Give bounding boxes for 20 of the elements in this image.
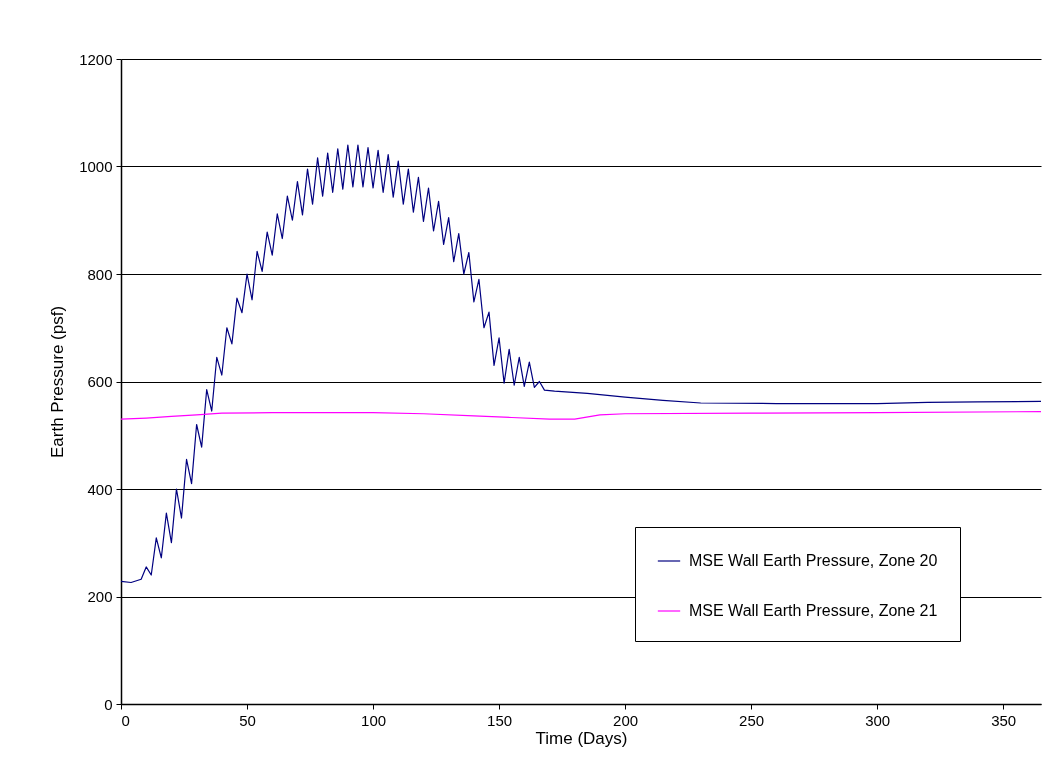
y-tick-label: 0: [104, 695, 113, 713]
x-tick-label: 350: [991, 711, 1017, 729]
y-tick-label: 1200: [79, 50, 113, 68]
x-tick-label: 200: [613, 711, 639, 729]
x-tick-label: 150: [487, 711, 513, 729]
legend-label: MSE Wall Earth Pressure, Zone 20: [689, 552, 938, 569]
y-tick-label: 1000: [79, 158, 113, 175]
x-axis-title: Time (Days): [535, 728, 628, 748]
y-axis-title: Earth Pressure (psf): [48, 305, 68, 459]
x-tick-label: 250: [739, 711, 765, 729]
x-tick-label: 300: [865, 711, 891, 729]
line-series: [121, 411, 1041, 420]
x-tick-label: 100: [361, 711, 387, 729]
y-tick-label: 800: [87, 265, 113, 283]
x-tick-label: 50: [239, 711, 256, 729]
legend-label: MSE Wall Earth Pressure, Zone 21: [689, 602, 938, 619]
y-tick-label: 200: [87, 588, 113, 605]
x-tick-label: 0: [121, 711, 130, 729]
y-tick-label: 600: [87, 373, 113, 390]
y-tick-label: 400: [87, 480, 113, 498]
